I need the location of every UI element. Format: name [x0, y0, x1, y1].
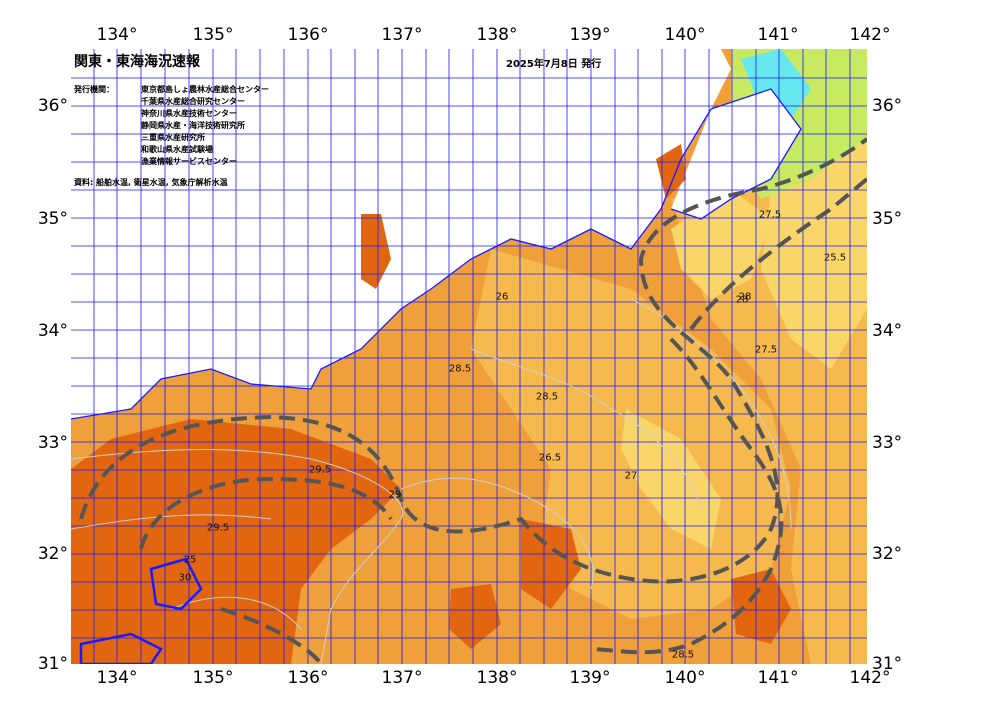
lon-tick-bottom-138: 138°: [476, 668, 518, 688]
coastline: [71, 88, 802, 420]
lon-tick-top-142: 142°: [849, 25, 891, 45]
contour-label: 26: [495, 291, 509, 303]
contour-label: 28.5: [671, 649, 695, 661]
institution-jafic: 漁業情報サービスセンター: [141, 157, 237, 166]
institution-shizuoka: 静岡県水産・海洋技術研究所: [141, 121, 245, 130]
contour-label: 29.5: [206, 522, 230, 534]
lon-tick-top-137: 137°: [381, 25, 423, 45]
land-bay-tokyo: [656, 144, 686, 199]
issue-date: 2025年7月8日 発行: [506, 59, 602, 70]
lat-tick-right-33: 33°: [872, 433, 903, 453]
map-title: 関東・東海海況速報: [74, 54, 200, 70]
sea-temperature-map: [71, 49, 867, 664]
lat-tick-right-34: 34°: [872, 321, 903, 341]
lon-tick-top-134: 134°: [96, 25, 138, 45]
lon-tick-bottom-136: 136°: [287, 668, 329, 688]
lat-lon-grid: [71, 49, 867, 664]
data-source: 資料: 船舶水温, 衛星水温, 気象庁解析水温: [74, 178, 228, 187]
contour-label: 29: [388, 489, 402, 501]
lon-tick-top-135: 135°: [192, 25, 234, 45]
lat-tick-right-32: 32°: [872, 544, 903, 564]
contour-label: 25: [183, 554, 197, 566]
contour-label: 28.5: [448, 363, 472, 375]
lat-tick-left-33: 33°: [37, 433, 68, 453]
lon-tick-top-141: 141°: [757, 25, 799, 45]
kuroshio-axis: [79, 137, 867, 664]
contour-label: 28.5: [535, 391, 559, 403]
zone-cool-center: [621, 409, 721, 549]
lat-tick-left-34: 34°: [37, 321, 68, 341]
lon-tick-bottom-134: 134°: [96, 668, 138, 688]
land-bay-ise: [361, 214, 391, 289]
lon-tick-bottom-135: 135°: [192, 668, 234, 688]
contour-label: 27.5: [754, 344, 778, 356]
lat-tick-left-32: 32°: [37, 544, 68, 564]
contour-label: 30: [178, 572, 192, 584]
institution-mie: 三重県水産研究所: [141, 133, 205, 142]
institution-chiba: 千葉県水産総合研究センター: [141, 97, 245, 106]
contour-label: 29.5: [308, 464, 332, 476]
lat-tick-right-35: 35°: [872, 209, 903, 229]
lat-tick-left-35: 35°: [37, 209, 68, 229]
lon-tick-bottom-139: 139°: [569, 668, 611, 688]
lon-tick-top-138: 138°: [476, 25, 518, 45]
contour-label: 27.5: [758, 209, 782, 221]
lon-tick-bottom-137: 137°: [381, 668, 423, 688]
contour-label: 26.5: [538, 452, 562, 464]
contour-label: 25.5: [823, 252, 847, 264]
land-kanto: [671, 89, 801, 219]
contour-label: 27: [624, 470, 638, 482]
contour-label: 28: [735, 294, 749, 306]
institution-kanagawa: 神奈川県水産技術センター: [141, 109, 237, 118]
zone-warm-patch2: [731, 569, 791, 644]
lat-tick-right-31: 31°: [872, 654, 903, 674]
lat-tick-left-36: 36°: [37, 96, 68, 116]
lat-tick-left-31: 31°: [37, 654, 68, 674]
zone-cool-east: [761, 109, 867, 369]
institution-wakayama: 和歌山県水産試験場: [141, 145, 213, 154]
eddy-outline-southwest: [79, 632, 163, 664]
lon-tick-top-139: 139°: [569, 25, 611, 45]
lon-tick-bottom-142: 142°: [849, 668, 891, 688]
zone-warm-patch1: [521, 519, 581, 609]
lon-tick-bottom-140: 140°: [664, 668, 706, 688]
contour-label: 28: [738, 291, 752, 303]
institutions-label: 発行機関：: [74, 85, 114, 94]
lon-tick-top-140: 140°: [664, 25, 706, 45]
lon-tick-bottom-141: 141°: [757, 668, 799, 688]
eddy-outline-west: [149, 557, 203, 611]
zone-warm-patch3: [449, 584, 501, 649]
lat-tick-right-36: 36°: [872, 96, 903, 116]
lon-tick-top-136: 136°: [287, 25, 329, 45]
institution-tokyo: 東京都島しょ農林水産総合センター: [141, 85, 269, 94]
